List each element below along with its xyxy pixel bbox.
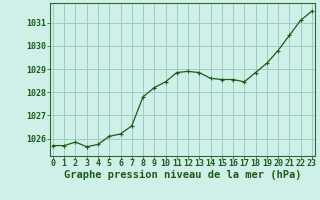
X-axis label: Graphe pression niveau de la mer (hPa): Graphe pression niveau de la mer (hPa) [64, 170, 301, 180]
